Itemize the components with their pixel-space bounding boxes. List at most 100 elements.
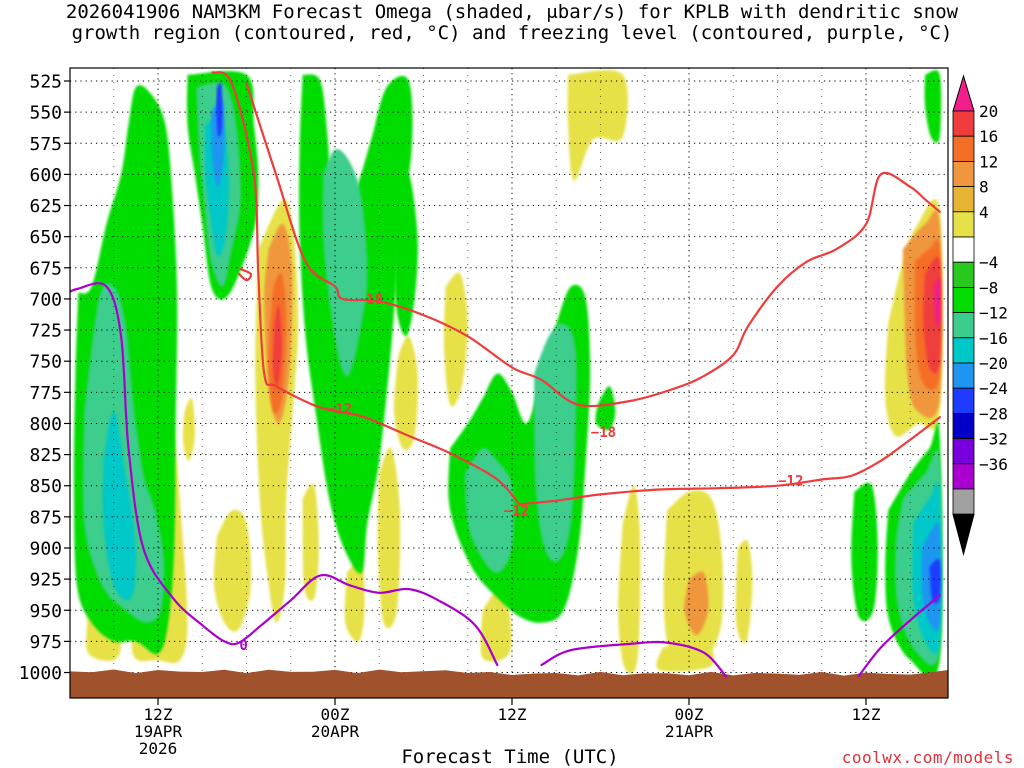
omega-region (344, 559, 365, 642)
y-tick-label: 750 (29, 352, 62, 373)
y-tick-label: 1000 (19, 663, 62, 684)
y-tick-label: 600 (29, 165, 62, 186)
colorbar-label: −24 (979, 379, 1008, 398)
y-tick-label: 800 (29, 414, 62, 435)
colorbar-swatch (952, 211, 975, 238)
y-tick-label: 850 (29, 476, 62, 497)
dendritic-contour-line (518, 416, 941, 506)
freezing-level-line (70, 282, 499, 667)
omega-region (735, 539, 753, 644)
y-tick-label: 550 (29, 103, 62, 124)
omega-region (656, 640, 715, 672)
y-tick-label: 725 (29, 321, 62, 342)
contours: −18 −12 −12 −12 −18 0 (70, 71, 941, 678)
dendritic-contour-label: −18 (358, 292, 383, 308)
colorbar-swatch (952, 135, 975, 162)
omega-region (851, 482, 878, 622)
title-line-2: growth region (contoured, red, °C) and f… (71, 22, 953, 44)
y-tick-label: 950 (29, 601, 62, 622)
omega-region (595, 386, 616, 431)
title-line-1: 2026041906 NAM3KM Forecast Omega (shaded… (65, 1, 959, 23)
omega-region (395, 173, 418, 337)
colorbar-swatch (952, 463, 975, 490)
colorbar-label: −32 (979, 430, 1008, 449)
x-tick-label: 12Z (144, 705, 173, 724)
x-tick-label: 21APR (665, 722, 714, 741)
dendritic-contour-label: −12 (778, 474, 803, 490)
colorbar-swatch (952, 236, 975, 263)
omega-region (82, 283, 165, 623)
dendritic-contour-line (245, 82, 941, 408)
omega-region (182, 397, 195, 461)
credit-text: coolwx.com/models (841, 748, 1014, 767)
terrain-fill (70, 668, 948, 698)
colorbar-label: −28 (979, 404, 1008, 423)
y-tick-label: 700 (29, 289, 62, 310)
terrain (70, 668, 948, 698)
colorbar-swatch (952, 337, 975, 364)
freezing-level-line (857, 594, 941, 678)
y-tick-label: 775 (29, 383, 62, 404)
omega-shading (73, 70, 943, 679)
omega-region (684, 571, 709, 636)
y-tick-label: 625 (29, 196, 62, 217)
colorbar-swatch (952, 488, 975, 515)
grid (70, 68, 948, 698)
colorbar-label: 20 (979, 102, 998, 121)
x-tick-label: 12Z (852, 705, 881, 724)
x-tick-label: 00Z (321, 705, 350, 724)
freezing-level-line (540, 640, 727, 678)
colorbar-swatch (952, 412, 975, 439)
omega-region (102, 410, 137, 601)
colorbar-top-arrow (952, 74, 975, 112)
y-tick-label: 900 (29, 538, 62, 559)
omega-region (933, 278, 941, 327)
x-axis-label: Forecast Time (UTC) (401, 746, 619, 768)
colorbar-swatch (952, 110, 975, 137)
omega-region (567, 70, 628, 181)
y-tick-label: 675 (29, 258, 62, 279)
omega-region (213, 509, 252, 632)
dendritic-contour-label: −18 (591, 425, 616, 441)
x-tick-label: 12Z (498, 705, 527, 724)
dendritic-contour-line (211, 71, 521, 506)
y-tick-label: 925 (29, 570, 62, 591)
colorbar-swatch (952, 286, 975, 313)
chart-title: 2026041906 NAM3KM Forecast Omega (shaded… (0, 2, 1024, 44)
colorbar-swatch (952, 160, 975, 187)
colorbar-label: −20 (979, 354, 1008, 373)
y-tick-label: 650 (29, 227, 62, 248)
omega-region (618, 485, 641, 674)
x-tick-label: 19APR (134, 722, 183, 741)
colorbar-label: −16 (979, 329, 1008, 348)
omega-region (377, 447, 401, 629)
x-tick-label: 00Z (675, 705, 704, 724)
omega-region (464, 448, 514, 573)
omega-region (534, 323, 577, 562)
colorbar-swatch (952, 387, 975, 414)
omega-region (393, 335, 418, 450)
colorbar-label: −8 (979, 278, 998, 297)
dendritic-contour-line (238, 267, 253, 282)
colorbar-label: −36 (979, 455, 1008, 474)
colorbar-bottom-arrow (952, 513, 975, 557)
omega-region (302, 483, 319, 602)
colorbar-label: 12 (979, 152, 998, 171)
colorbar-label: 16 (979, 127, 998, 146)
colorbar-swatch (952, 312, 975, 339)
omega-region (273, 304, 282, 387)
x-tick-label: 2026 (139, 739, 178, 758)
omega-region (924, 70, 942, 144)
y-tick-label: 525 (29, 72, 62, 93)
x-tick-label: 20APR (311, 722, 360, 741)
omega-region (443, 272, 468, 407)
colorbar: 20 16 12 8 4 −4 −8 −12 −16 −20 −24 −28 −32 −36 (952, 74, 1008, 557)
omega-region (216, 82, 223, 138)
y-axis: 525 550 575 600 625 650 675 700 725 750 775 800 825 8… (19, 72, 70, 684)
colorbar-swatch (952, 261, 975, 288)
dendritic-contour-label: −12 (504, 504, 529, 520)
omega-region (929, 558, 941, 604)
colorbar-label: −4 (979, 253, 998, 272)
